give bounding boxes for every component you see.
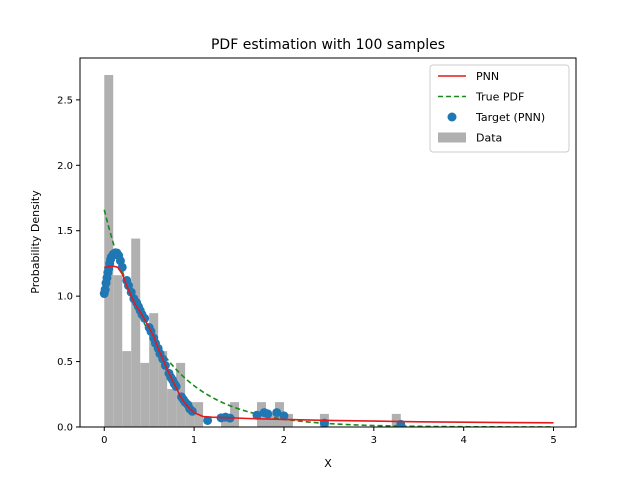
histogram-bar-4 [140,362,150,427]
target-point-47 [252,410,262,420]
y-axis-ticks: 0.0 0.5 1.0 1.5 2.0 2.5 [57,95,80,434]
legend-swatch-target-pnn [447,112,457,122]
histogram-bar-6 [158,351,168,427]
x-tick-label-2: 2 [281,435,287,446]
y-tick-label-4: 2.0 [57,161,73,172]
histogram-bar-0 [104,75,114,427]
histogram-bar-16 [283,413,293,427]
histogram-bar-5 [149,313,159,427]
histogram-bar-3 [131,238,141,427]
target-point-49 [263,409,273,419]
y-tick-label-0: 0.0 [57,423,73,434]
histogram-bar-2 [122,351,132,427]
histogram-bar-1 [113,275,123,427]
chart-title: PDF estimation with 100 samples [211,37,445,53]
x-tick-label-3: 3 [371,435,377,446]
legend: PNN True PDF Target (PNN) Data [429,64,570,153]
histogram-bar-18 [391,413,401,427]
legend-swatch-data [438,132,466,143]
y-tick-label-2: 1.0 [57,292,73,303]
x-tick-label-1: 1 [191,435,197,446]
pnn-layer [104,265,554,424]
target-point-43 [203,415,213,425]
x-tick-label-0: 0 [101,435,107,446]
legend-label-pnn: PNN [476,70,499,83]
pnn-line [104,265,554,424]
y-tick-label-3: 1.5 [57,226,73,237]
target-point-50 [272,408,282,418]
y-tick-label-1: 0.5 [57,357,73,368]
legend-box [429,64,570,153]
x-axis-ticks: 0 1 2 3 4 5 [101,427,557,446]
x-tick-label-4: 4 [460,435,466,446]
x-axis-label: X [324,457,332,470]
histogram-bar-14 [266,413,275,427]
y-axis-label: Probability Density [29,190,42,294]
histogram-bar-12 [230,402,240,427]
legend-label-true-pdf: True PDF [475,91,524,104]
target-point-1 [100,285,110,295]
axes-frame [79,57,577,428]
y-tick-label-5: 2.5 [57,95,73,106]
legend-label-data: Data [476,132,502,145]
legend-label-target-pnn: Target (PNN) [475,111,545,124]
legend-items: PNN True PDF Target (PNN) Data [438,70,545,145]
plot-area [99,75,554,427]
histogram-bar-7 [167,389,177,427]
target-point-51 [279,411,289,421]
x-tick-label-5: 5 [550,435,556,446]
